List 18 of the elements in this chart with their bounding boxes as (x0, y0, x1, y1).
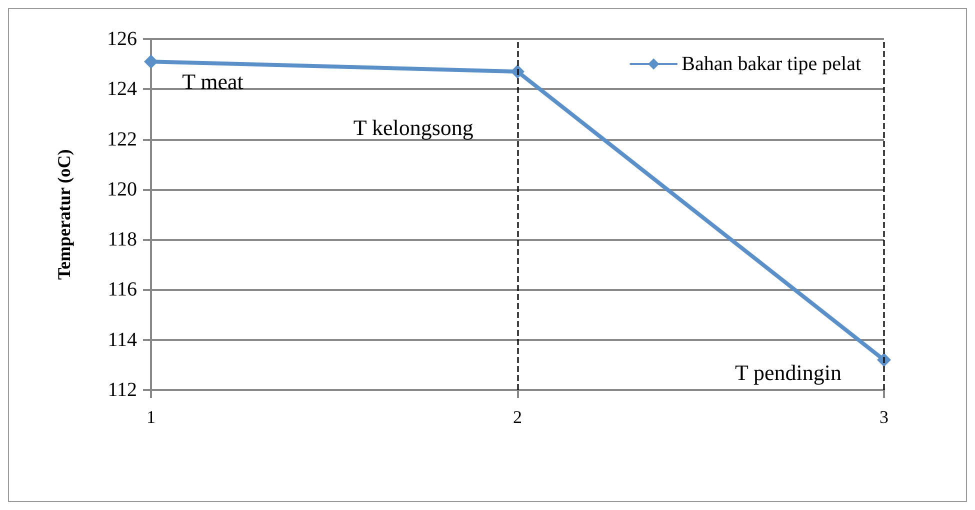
y-tick-label: 118 (108, 228, 137, 251)
annotation: T pendingin (734, 360, 842, 386)
point (510, 64, 524, 79)
x-tick-label: 3 (880, 407, 888, 427)
y-tick-label: 124 (107, 78, 137, 100)
y-tick-label: 126 (107, 28, 137, 50)
x-tick-label: 2 (513, 407, 522, 427)
point (144, 54, 158, 69)
y-tick-label: 122 (107, 128, 137, 150)
annotation: T meat (182, 68, 244, 94)
y-axis-title: Temperatur (oC) (54, 149, 74, 280)
x-tick-label: 1 (146, 407, 156, 427)
y-tick-label: 120 (107, 178, 137, 200)
y-tick-label: 112 (108, 379, 137, 401)
y-tick-label: 116 (108, 278, 137, 301)
legend-label: Bahan bakar tipe pelat (682, 53, 862, 75)
annotation: T kelongsong (353, 114, 474, 140)
y-tick-label: 114 (108, 328, 137, 351)
